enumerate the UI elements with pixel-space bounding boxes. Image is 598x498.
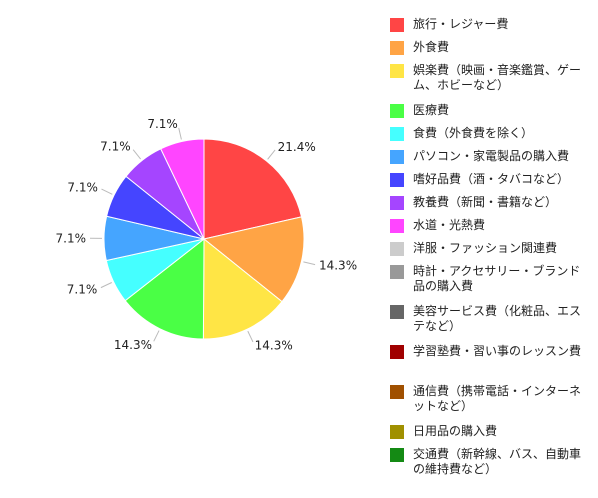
legend-item: 学習塾費・習い事のレッスン費: [390, 344, 591, 359]
legend-item: 日用品の購入費: [390, 424, 591, 439]
legend-swatch: [390, 18, 404, 32]
legend-label: 水道・光熱費: [413, 218, 486, 232]
leader-line-1: [303, 261, 316, 266]
legend-swatch: [390, 127, 404, 141]
leader-line-6: [101, 188, 113, 195]
legend-label: 美容サービス費（化粧品、エステなど）: [413, 304, 582, 333]
legend-swatch: [390, 305, 404, 319]
leader-line-2: [247, 330, 254, 343]
legend-item: パソコン・家電製品の購入費: [390, 149, 591, 164]
legend-item: 交通費（新幹線、バス、自動車の維持費など）: [390, 447, 591, 477]
pie-slice-8: [160, 138, 205, 240]
legend-swatch: [390, 448, 404, 462]
legend-swatch: [390, 104, 404, 118]
pie-slice-1: [202, 216, 305, 303]
legend-label: 娯楽費（映画・音楽鑑賞、ゲーム、ホビーなど）: [413, 63, 582, 92]
slice-label-5: 7.1%: [56, 231, 87, 245]
leader-lines: [89, 127, 316, 343]
legend-item: 時計・アクセサリー・ブランド品の購入費: [390, 264, 591, 294]
legend-swatch: [390, 345, 404, 359]
legend-item: 洋服・ファッション関連費: [390, 241, 591, 256]
legend-label: 教養費（新聞・書籍など）: [413, 195, 558, 209]
legend-item: 外食費: [390, 40, 591, 55]
legend-swatch: [390, 265, 404, 279]
legend-label: 旅行・レジャー費: [413, 17, 509, 31]
legend-item: 通信費（携帯電話・インターネットなど）: [390, 384, 591, 414]
leader-line-7: [132, 149, 142, 160]
slices-group: [103, 138, 305, 340]
leader-line-3: [153, 330, 160, 342]
legend-label: 交通費（新幹線、バス、自動車の維持費など）: [413, 447, 582, 476]
legend-label: 学習塾費・習い事のレッスン費: [413, 344, 582, 358]
slice-label-2: 14.3%: [255, 339, 293, 353]
slice-label-0: 21.4%: [278, 140, 316, 154]
slice-label-4: 7.1%: [67, 282, 98, 296]
slice-label-7: 7.1%: [100, 140, 131, 154]
leader-line-4: [100, 282, 112, 289]
legend-swatch: [390, 173, 404, 187]
legend-label: 医療費: [413, 103, 450, 117]
legend-label: パソコン・家電製品の購入費: [413, 149, 570, 163]
legend-swatch: [390, 150, 404, 164]
legend-item: 嗜好品費（酒・タバコなど）: [390, 172, 591, 187]
leader-line-8: [178, 127, 182, 140]
pie-slice-3: [124, 237, 205, 340]
legend-item: 教養費（新聞・書籍など）: [390, 195, 591, 210]
legend-label: 洋服・ファッション関連費: [413, 241, 558, 255]
legend-label: 嗜好品費（酒・タバコなど）: [413, 172, 570, 186]
legend-label: 時計・アクセサリー・ブランド品の購入費: [413, 264, 581, 293]
slice-label-3: 14.3%: [114, 338, 152, 352]
legend-swatch: [390, 242, 404, 256]
slice-label-6: 7.1%: [67, 180, 98, 194]
legend-label: 食費（外食費を除く）: [413, 126, 534, 140]
legend-swatch: [390, 196, 404, 210]
legend-swatch: [390, 64, 404, 78]
legend-swatch: [390, 385, 404, 399]
data-labels: 21.4% 14.3% 14.3% 14.3% 7.1% 7.1% 7.1% 7.1% 7.1%: [56, 117, 358, 353]
legend-label: 通信費（携帯電話・インターネットなど）: [413, 384, 582, 413]
legend-item: 娯楽費（映画・音楽鑑賞、ゲーム、ホビーなど）: [390, 63, 591, 93]
slice-label-1: 14.3%: [319, 259, 357, 273]
legend-item: 食費（外食費を除く）: [390, 126, 591, 141]
legend-swatch: [390, 219, 404, 233]
legend-item: 美容サービス費（化粧品、エステなど）: [390, 304, 591, 334]
legend-label: 外食費: [413, 40, 450, 54]
leader-line-0: [267, 149, 276, 160]
pie-slice-2: [202, 237, 283, 340]
pie-slice-0: [203, 138, 303, 240]
legend-item: 旅行・レジャー費: [390, 17, 591, 32]
slice-label-8: 7.1%: [147, 117, 178, 131]
legend-label: 日用品の購入費: [413, 424, 498, 438]
legend-swatch: [390, 41, 404, 55]
legend-swatch: [390, 425, 404, 439]
legend-item: 医療費: [390, 103, 591, 118]
legend-item: 水道・光熱費: [390, 218, 591, 233]
